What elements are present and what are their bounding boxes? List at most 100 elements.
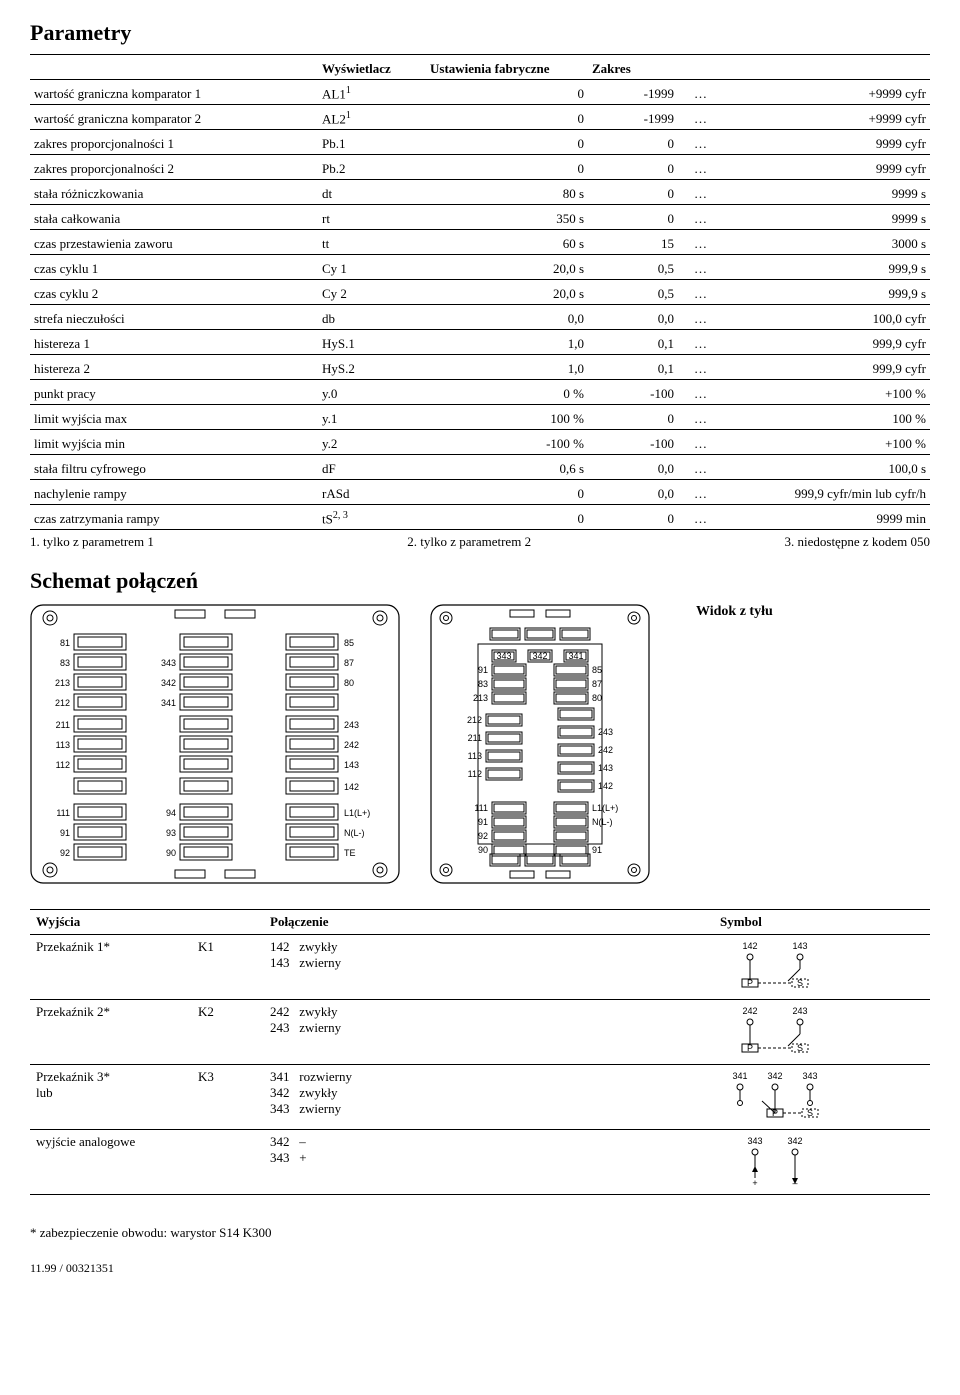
table-row: limit wyjścia miny.2-100 %-100…+100 % xyxy=(30,430,930,455)
schematic-rear: 3433423419185838721380212211113112243242… xyxy=(430,604,660,889)
table-row: wartość graniczna komparator 1AL110-1999… xyxy=(30,80,930,105)
svg-text:213: 213 xyxy=(55,678,70,688)
svg-text:83: 83 xyxy=(60,658,70,668)
svg-text:341: 341 xyxy=(732,1071,747,1081)
table-row: Przekaźnik 1*K1142 zwykły143 zwierny1421… xyxy=(30,935,930,1000)
table-row: wartość graniczna komparator 2AL210-1999… xyxy=(30,105,930,130)
footnotes: 1. tylko z parametrem 1 2. tylko z param… xyxy=(30,534,930,550)
th-ustawienia: Ustawienia fabryczne xyxy=(426,55,588,80)
svg-text:91: 91 xyxy=(478,665,488,675)
th-wyswietlacz: Wyświetlacz xyxy=(318,55,426,80)
svg-text:S: S xyxy=(797,978,803,988)
svg-text:112: 112 xyxy=(56,760,70,770)
schematic-front: 8183213212211113112111919234334234194939… xyxy=(30,604,400,889)
table-row: punkt pracyy.00 %-100…+100 % xyxy=(30,380,930,405)
svg-text:342: 342 xyxy=(532,651,547,661)
svg-text:92: 92 xyxy=(478,831,488,841)
symbol-relay2: 242 243 P S xyxy=(720,1004,830,1056)
table-row: strefa nieczułościdb0,00,0…100,0 cyfr xyxy=(30,305,930,330)
rear-view-label: Widok z tyłu xyxy=(696,604,773,620)
table-row: zakres proporcjonalności 2Pb.200…9999 cy… xyxy=(30,155,930,180)
table-row: nachylenie rampyrASd00,0…999,9 cyfr/min … xyxy=(30,480,930,505)
svg-text:P: P xyxy=(747,1043,753,1053)
svg-text:S: S xyxy=(797,1043,803,1053)
svg-text:112: 112 xyxy=(468,769,482,779)
svg-text:143: 143 xyxy=(792,941,807,951)
svg-text:143: 143 xyxy=(598,763,613,773)
th-wyjscia: Wyjścia xyxy=(30,910,192,935)
document-id: 11.99 / 00321351 xyxy=(30,1261,930,1276)
svg-text:85: 85 xyxy=(344,638,354,648)
svg-text:242: 242 xyxy=(598,745,613,755)
svg-text:90: 90 xyxy=(478,845,488,855)
svg-text:343: 343 xyxy=(747,1136,762,1146)
svg-text:TE: TE xyxy=(344,848,356,858)
svg-text:P: P xyxy=(747,978,753,988)
svg-text:91: 91 xyxy=(60,828,70,838)
svg-text:211: 211 xyxy=(468,733,482,743)
table-row: histereza 2HyS.21,00,1…999,9 cyfr xyxy=(30,355,930,380)
svg-text:242: 242 xyxy=(742,1006,757,1016)
svg-text:343: 343 xyxy=(496,651,511,661)
table-row: Przekaźnik 2*K2242 zwykły243 zwierny2422… xyxy=(30,1000,930,1065)
svg-text:91: 91 xyxy=(592,845,602,855)
th-zakres: Zakres xyxy=(588,55,930,80)
svg-text:342: 342 xyxy=(787,1136,802,1146)
svg-text:143: 143 xyxy=(344,760,359,770)
svg-text:113: 113 xyxy=(468,751,482,761)
svg-text:111: 111 xyxy=(56,808,70,818)
parameters-table: Wyświetlacz Ustawienia fabryczne Zakres … xyxy=(30,54,930,530)
svg-text:211: 211 xyxy=(56,720,70,730)
svg-text:343: 343 xyxy=(802,1071,817,1081)
svg-text:341: 341 xyxy=(161,698,176,708)
table-row: czas zatrzymania rampytS2, 300…9999 min xyxy=(30,505,930,530)
svg-text:212: 212 xyxy=(55,698,70,708)
outputs-table: Wyjścia Połączenie Symbol Przekaźnik 1*K… xyxy=(30,909,930,1195)
svg-text:342: 342 xyxy=(767,1071,782,1081)
svg-text:N(L-): N(L-) xyxy=(344,828,365,838)
svg-text:341: 341 xyxy=(568,651,583,661)
svg-text:L1(L+): L1(L+) xyxy=(592,803,618,813)
table-row: czas przestawienia zaworutt60 s15…3000 s xyxy=(30,230,930,255)
footnote-2: 2. tylko z parametrem 2 xyxy=(407,534,531,550)
svg-text:111: 111 xyxy=(474,803,488,813)
svg-text:243: 243 xyxy=(792,1006,807,1016)
footnote-3: 3. niedostępne z kodem 050 xyxy=(785,534,931,550)
svg-text:242: 242 xyxy=(344,740,359,750)
svg-text:80: 80 xyxy=(592,693,602,703)
table-row: stała filtru cyfrowegodF0,6 s0,0…100,0 s xyxy=(30,455,930,480)
svg-text:142: 142 xyxy=(598,781,613,791)
svg-text:80: 80 xyxy=(344,678,354,688)
svg-text:90: 90 xyxy=(166,848,176,858)
heading-schemat: Schemat połączeń xyxy=(30,568,930,594)
svg-text:213: 213 xyxy=(473,693,488,703)
symbol-relay2: 142 143 P S xyxy=(720,939,830,991)
svg-text:243: 243 xyxy=(598,727,613,737)
protection-note: * zabezpieczenie obwodu: warystor S14 K3… xyxy=(30,1225,930,1241)
svg-text:87: 87 xyxy=(592,679,602,689)
table-row: zakres proporcjonalności 1Pb.100…9999 cy… xyxy=(30,130,930,155)
svg-text:S: S xyxy=(807,1108,813,1118)
th-empty xyxy=(30,55,318,80)
svg-text:92: 92 xyxy=(60,848,70,858)
table-row: Przekaźnik 3*lubK3341 rozwierny342 zwykł… xyxy=(30,1065,930,1130)
table-row: czas cyklu 2Cy 220,0 s0,5…999,9 s xyxy=(30,280,930,305)
table-row: histereza 1HyS.11,00,1…999,9 cyfr xyxy=(30,330,930,355)
svg-text:91: 91 xyxy=(478,817,488,827)
svg-text:142: 142 xyxy=(344,782,359,792)
symbol-analog: 343342+– xyxy=(720,1134,830,1186)
svg-text:142: 142 xyxy=(742,941,757,951)
svg-text:L1(L+): L1(L+) xyxy=(344,808,370,818)
svg-text:343: 343 xyxy=(161,658,176,668)
heading-parametry: Parametry xyxy=(30,20,930,46)
svg-text:+: + xyxy=(752,1178,757,1186)
svg-text:83: 83 xyxy=(478,679,488,689)
symbol-relay3: 341342343PS xyxy=(720,1069,830,1121)
table-row: stała całkowaniart350 s0…9999 s xyxy=(30,205,930,230)
svg-text:113: 113 xyxy=(56,740,70,750)
table-row: wyjście analogowe342 –343 +343342+– xyxy=(30,1130,930,1195)
svg-text:81: 81 xyxy=(60,638,70,648)
svg-text:342: 342 xyxy=(161,678,176,688)
svg-text:85: 85 xyxy=(592,665,602,675)
svg-text:93: 93 xyxy=(166,828,176,838)
